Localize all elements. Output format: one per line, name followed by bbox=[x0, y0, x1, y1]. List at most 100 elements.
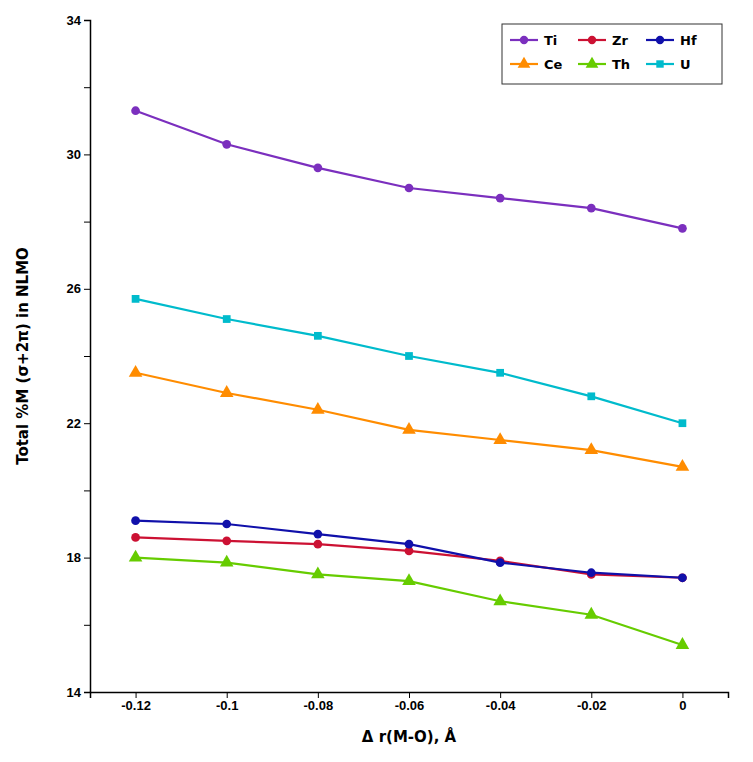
point bbox=[405, 540, 414, 549]
tick bbox=[84, 222, 90, 223]
tick bbox=[84, 87, 90, 88]
tick: 26 bbox=[67, 281, 90, 296]
tick-mark bbox=[227, 692, 228, 698]
point bbox=[402, 422, 416, 434]
series bbox=[131, 516, 687, 582]
point bbox=[402, 573, 416, 585]
legend-symbol bbox=[656, 60, 663, 67]
legend-item: Hf bbox=[646, 33, 697, 48]
point bbox=[679, 419, 687, 427]
point bbox=[493, 432, 507, 444]
point bbox=[587, 568, 596, 577]
point bbox=[131, 106, 140, 115]
point bbox=[678, 573, 687, 582]
tick-label: -0.04 bbox=[486, 698, 516, 713]
tick-label: 22 bbox=[67, 416, 81, 431]
tick bbox=[84, 356, 90, 357]
point bbox=[587, 204, 596, 213]
tick: -0.1 bbox=[216, 692, 238, 713]
tick-mark bbox=[84, 87, 90, 88]
point bbox=[584, 607, 598, 619]
tick: -0.08 bbox=[304, 692, 334, 713]
tick: -0.06 bbox=[395, 692, 425, 713]
tick-mark bbox=[682, 692, 683, 698]
series-line bbox=[136, 299, 683, 423]
point bbox=[132, 295, 140, 303]
legend-label: U bbox=[680, 57, 691, 72]
x-axis-line bbox=[91, 693, 729, 699]
plot-area bbox=[129, 106, 689, 649]
point bbox=[313, 530, 322, 539]
tick: 34 bbox=[67, 13, 90, 28]
point bbox=[676, 459, 690, 471]
point bbox=[129, 550, 143, 562]
legend-symbol bbox=[518, 57, 531, 68]
series-line bbox=[136, 558, 683, 645]
point bbox=[678, 573, 687, 582]
tick-label: 18 bbox=[67, 550, 81, 565]
tick-mark bbox=[84, 289, 90, 290]
point bbox=[676, 637, 690, 649]
legend-label: Hf bbox=[680, 33, 697, 48]
tick-label: -0.02 bbox=[577, 698, 607, 713]
legend-symbol bbox=[656, 36, 664, 44]
point bbox=[129, 365, 143, 377]
tick-mark bbox=[84, 154, 90, 155]
point bbox=[311, 567, 325, 579]
point bbox=[587, 392, 595, 400]
tick-mark bbox=[84, 625, 90, 626]
tick: 30 bbox=[67, 147, 90, 162]
tick: 18 bbox=[67, 550, 90, 565]
tick-mark bbox=[591, 692, 592, 698]
legend-label: Ti bbox=[544, 33, 557, 48]
tick-mark bbox=[136, 692, 137, 698]
tick-mark bbox=[84, 490, 90, 491]
point bbox=[223, 315, 231, 323]
series-line bbox=[136, 111, 683, 229]
point bbox=[405, 352, 413, 360]
series bbox=[129, 365, 689, 471]
legend-item: Zr bbox=[578, 33, 628, 48]
point bbox=[220, 385, 234, 397]
tick-mark bbox=[84, 20, 90, 21]
series-line bbox=[136, 373, 683, 467]
legend-item: Th bbox=[578, 57, 630, 72]
tick bbox=[84, 490, 90, 491]
point bbox=[496, 558, 505, 567]
tick-label: 26 bbox=[67, 281, 81, 296]
chart: -0.12 -0.1 -0.08 -0.06 -0.04 -0.02 0 14 18 22 26 30… bbox=[0, 0, 753, 762]
tick: 14 bbox=[67, 685, 90, 700]
point bbox=[496, 194, 505, 203]
y-axis-title: Total %M (σ+2π) in NLMO bbox=[14, 247, 32, 465]
point bbox=[678, 224, 687, 233]
point bbox=[313, 163, 322, 172]
point bbox=[131, 516, 140, 525]
legend-symbol bbox=[586, 57, 599, 68]
legend-item: Ce bbox=[510, 57, 563, 72]
tick-mark bbox=[84, 423, 90, 424]
point bbox=[222, 140, 231, 149]
legend-item: U bbox=[646, 57, 691, 72]
series bbox=[129, 550, 689, 649]
tick bbox=[84, 625, 90, 626]
legend: Ti Zr Hf Ce Th U bbox=[502, 24, 722, 84]
tick-label: -0.1 bbox=[216, 698, 238, 713]
tick-mark bbox=[84, 692, 90, 693]
tick-mark bbox=[318, 692, 319, 698]
point bbox=[493, 593, 507, 605]
tick: 0 bbox=[679, 692, 686, 713]
legend-label: Ce bbox=[544, 57, 563, 72]
y-axis-line bbox=[84, 21, 91, 693]
tick-mark bbox=[84, 558, 90, 559]
tick: -0.12 bbox=[121, 692, 151, 713]
point bbox=[405, 184, 414, 193]
tick-label: -0.08 bbox=[304, 698, 334, 713]
point bbox=[131, 533, 140, 542]
point bbox=[311, 402, 325, 414]
x-axis-title: Δ r(M-O), Å bbox=[362, 727, 457, 746]
tick-mark bbox=[500, 692, 501, 698]
point bbox=[314, 332, 322, 340]
point bbox=[496, 369, 504, 377]
legend-item: Ti bbox=[510, 33, 557, 48]
point bbox=[220, 555, 234, 567]
